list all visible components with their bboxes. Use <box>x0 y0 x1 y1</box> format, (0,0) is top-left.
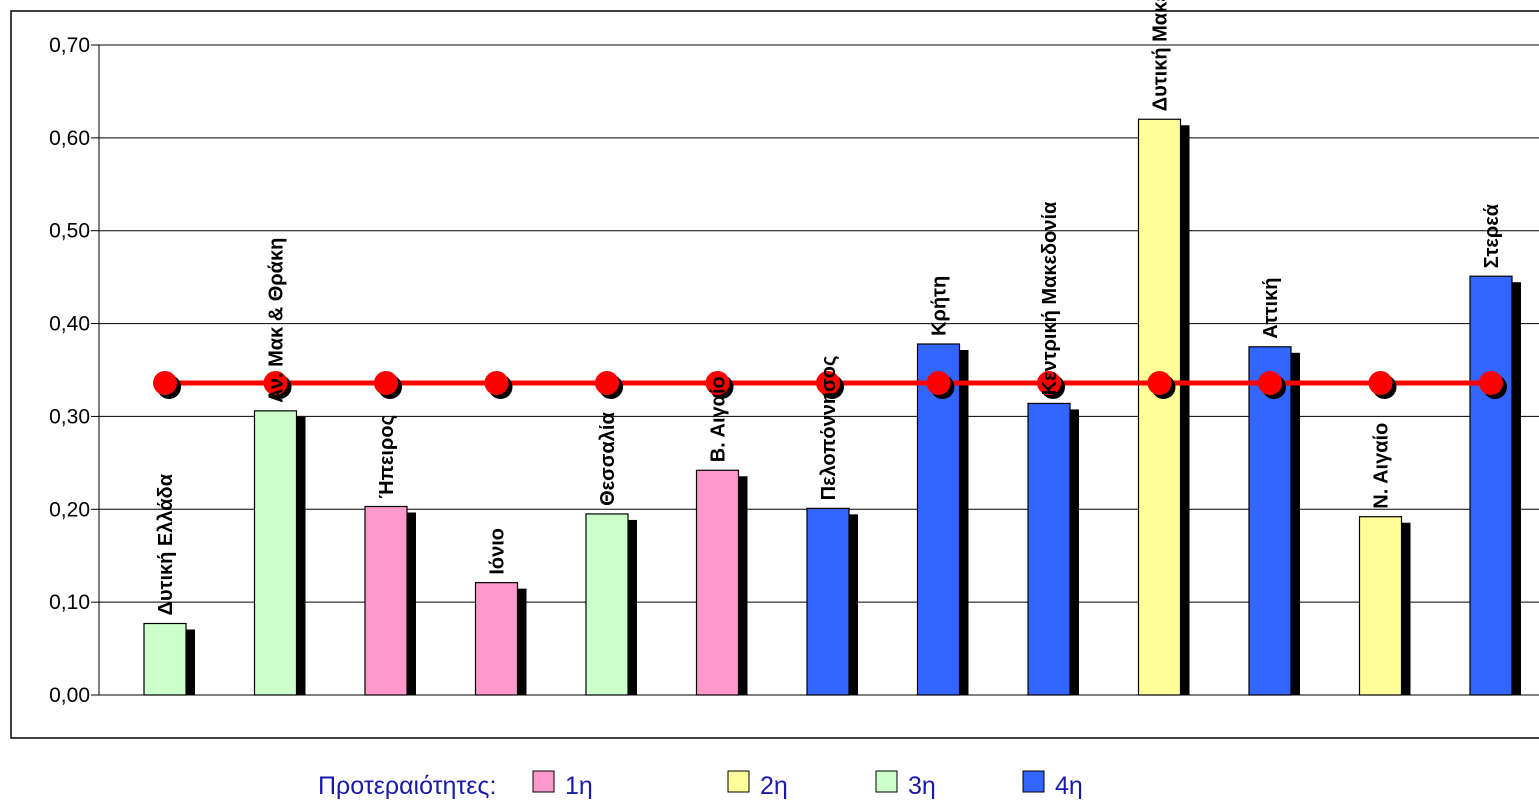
legend-swatch <box>1022 770 1045 793</box>
y-tick-label: 0,60 <box>49 127 90 150</box>
legend-swatch <box>532 770 555 793</box>
bar <box>1469 275 1513 696</box>
y-axis: 0,00 0,10 0,20 0,30 0,40 0,50 0,60 0,70 <box>49 34 100 707</box>
bar-label: Ν. Αιγαίο <box>1371 423 1393 509</box>
y-tick-label: 0,20 <box>49 498 90 521</box>
reference-marker <box>1037 371 1061 395</box>
y-tick-label: 0,40 <box>49 313 90 336</box>
bar-label: Στερεά <box>1481 203 1503 268</box>
bar-label: Αν. Μακ & Θράκη <box>266 238 288 403</box>
reference-marker <box>1479 371 1503 395</box>
reference-marker <box>926 371 951 395</box>
bar-label: Δυτική Μακεδονία <box>1150 0 1172 111</box>
legend-entry-label: 3η <box>908 772 936 800</box>
bar-label: Δυτική Ελλάδα <box>155 473 177 615</box>
legend-swatch <box>727 770 750 793</box>
bar <box>916 343 961 696</box>
legend-swatch <box>875 770 898 793</box>
bar <box>364 505 408 696</box>
bar-label: Θεσσαλία <box>597 412 619 506</box>
bar <box>1137 118 1182 696</box>
bar <box>143 622 187 696</box>
reference-marker <box>263 371 288 395</box>
legend-entry-label: 1η <box>565 772 593 800</box>
reference-marker <box>153 371 177 395</box>
reference-marker <box>1147 371 1172 395</box>
bar-label: Ιόνιο <box>487 528 509 575</box>
bar-label: Β. Αιγαίο <box>708 376 730 462</box>
bars <box>143 118 1521 696</box>
y-tick-label: 0,30 <box>49 405 90 428</box>
bar-label: Κεντρική Μακεδονία <box>1039 201 1061 395</box>
reference-marker <box>1368 371 1393 395</box>
bar <box>585 513 629 696</box>
bar <box>806 507 850 696</box>
chart-border <box>10 10 1539 739</box>
legend: Προτεραιότητες: 1η 2η 3η 4η <box>318 770 1083 800</box>
reference-marker <box>374 371 398 395</box>
bar-label: Ήπειρος <box>376 415 398 498</box>
reference-marker <box>484 371 509 395</box>
reference-marker <box>595 371 619 395</box>
reference-marker <box>816 371 840 395</box>
bar <box>1358 516 1403 696</box>
y-tick-label: 0,70 <box>49 34 90 57</box>
legend-entry-label: 4η <box>1055 772 1083 800</box>
reference-marker <box>705 371 730 395</box>
bar <box>1248 346 1292 696</box>
y-tick-label: 0,50 <box>49 220 90 243</box>
legend-entry-label: 2η <box>760 772 788 800</box>
bar <box>1027 402 1071 696</box>
bar-label: Πελοπόννησος <box>818 356 840 501</box>
reference-marker <box>1258 371 1282 395</box>
y-tick-label: 0,00 <box>49 684 90 707</box>
y-tick-label: 0,10 <box>49 591 90 614</box>
bar-label: Αττική <box>1260 278 1282 339</box>
bar-label: Κρήτη <box>929 276 951 336</box>
legend-title: Προτεραιότητες: <box>318 772 496 800</box>
reference-line <box>153 371 1507 399</box>
bar <box>474 582 519 696</box>
bar <box>695 469 740 696</box>
bar <box>253 410 298 696</box>
bar-labels: Δυτική Ελλάδα Αν. Μακ & Θράκη Ήπειρος Ιόνιο… <box>155 0 1503 616</box>
